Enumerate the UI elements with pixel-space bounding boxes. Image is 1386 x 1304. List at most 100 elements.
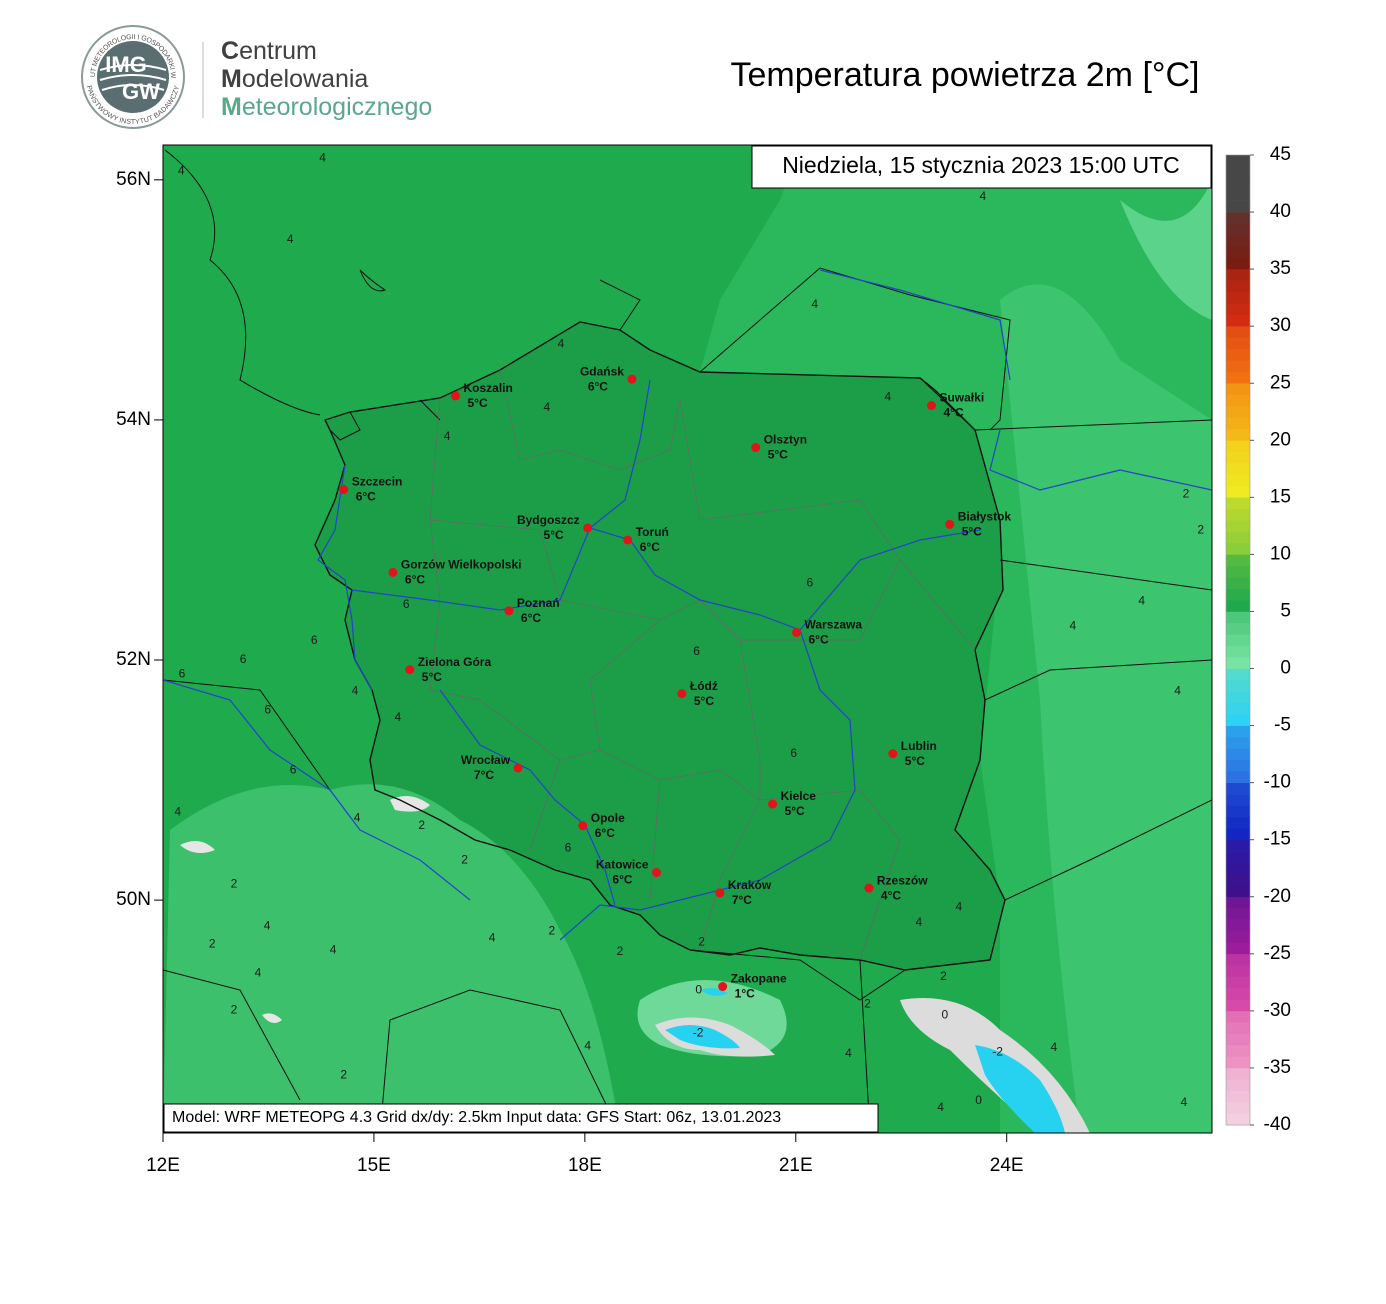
city-dot [578, 821, 588, 831]
colorbar-swatch [1226, 851, 1250, 863]
city-name: Kielce [781, 789, 817, 803]
city-name: Warszawa [804, 618, 862, 632]
contour-label: 4 [264, 919, 271, 933]
x-tick-label: 12E [146, 1155, 180, 1176]
colorbar-swatch [1226, 679, 1250, 692]
colorbar-swatch [1226, 931, 1250, 943]
colorbar-swatch [1226, 531, 1250, 544]
contour-label: 6 [240, 652, 247, 666]
contour-label: 0 [941, 1008, 948, 1022]
contour-label: 4 [1181, 1095, 1188, 1109]
city-temp: 6°C [521, 611, 541, 625]
y-tick-label: 50N [116, 889, 151, 910]
contour-label: 4 [937, 1100, 944, 1114]
colorbar-swatch [1226, 714, 1250, 726]
x-tick-label: 18E [568, 1155, 602, 1176]
colorbar-swatch [1226, 257, 1250, 270]
x-tick-label: 15E [357, 1155, 391, 1176]
colorbar-swatch [1226, 406, 1250, 418]
logo-mark-top: IMG [105, 52, 147, 77]
colorbar-swatch [1226, 1033, 1250, 1046]
colorbar-frame [1225, 154, 1251, 1126]
colorbar-swatch [1226, 440, 1250, 453]
colorbar-swatch [1226, 965, 1250, 977]
footer-box [163, 1103, 879, 1133]
colorbar-swatch [1226, 748, 1250, 761]
city-temp: 5°C [785, 804, 805, 818]
colorbar-swatch [1226, 326, 1250, 338]
city-name: Łódź [690, 679, 718, 693]
city-dot [864, 883, 874, 893]
city-dot [715, 888, 725, 898]
contour-label: 4 [255, 966, 262, 980]
city-temp: 6°C [808, 633, 828, 647]
colorbar-swatch [1226, 212, 1250, 224]
colorbar-swatch [1226, 839, 1250, 852]
contour-label: 6 [790, 746, 797, 760]
colorbar-swatch [1226, 873, 1250, 886]
colorbar-tick-label: 40 [1270, 201, 1291, 222]
colorbar-tick-label: 5 [1280, 600, 1291, 621]
colorbar-tick-label: -10 [1264, 772, 1291, 793]
date-box [751, 145, 1212, 189]
colorbar-swatch [1226, 828, 1250, 841]
city-temp: 5°C [905, 754, 925, 768]
poland-area [315, 322, 1005, 970]
contour-label: 4 [845, 1046, 852, 1060]
city-name: Wrocław [461, 753, 511, 767]
colorbar-swatch [1226, 337, 1250, 350]
contour-label: 2 [231, 877, 238, 891]
cities: Koszalin5°CGdańsk6°CSuwałki4°COlsztyn5°C… [339, 364, 1012, 1001]
contour-label: 2 [940, 969, 947, 983]
city-name: Białystok [958, 510, 1012, 524]
city-dot [623, 535, 633, 545]
colorbar-swatch [1226, 234, 1250, 247]
colorbar-swatch [1226, 554, 1250, 567]
colorbar-swatch [1226, 737, 1250, 749]
colorbar-tick-label: 20 [1270, 429, 1291, 450]
city-name: Lublin [901, 739, 937, 753]
contour-label: 2 [461, 853, 468, 867]
city-name: Zielona Góra [418, 655, 492, 669]
contour-label: 4 [489, 931, 496, 945]
colorbar-tick-label: 10 [1270, 543, 1291, 564]
logo: INSTYTUT METEOROLOGII I GOSPODARKI WODNE… [0, 0, 204, 129]
contour-label: -2 [693, 1026, 704, 1040]
colorbar-swatch [1226, 508, 1250, 521]
plot-frame [162, 144, 1213, 1134]
brand-line-1: Centrum [221, 37, 317, 65]
contour-label: 4 [1050, 1040, 1057, 1054]
colorbar-tick-label: 35 [1270, 258, 1291, 279]
city-name: Opole [591, 811, 625, 825]
colorbar-tick-label: -25 [1264, 943, 1291, 964]
colorbar-tick-label: -5 [1274, 715, 1291, 736]
colorbar-swatch [1226, 702, 1250, 715]
colorbar-swatch [1226, 999, 1250, 1012]
contour-label: 6 [179, 667, 186, 681]
colorbar-swatch [1226, 474, 1250, 487]
city-temp: 5°C [544, 528, 564, 542]
colorbar-swatch [1226, 246, 1250, 259]
y-tick-label: 52N [116, 649, 151, 670]
colorbar-swatch [1226, 634, 1250, 647]
colorbar-tick-label: 30 [1270, 315, 1291, 336]
contour-label: 6 [806, 575, 813, 589]
colorbar-tick-label: 0 [1280, 658, 1291, 679]
city-dot [405, 665, 415, 675]
colorbar-swatch [1226, 565, 1250, 578]
contour-label: 0 [695, 982, 702, 996]
city-name: Olsztyn [764, 433, 807, 447]
contour-label: 6 [403, 597, 410, 611]
colorbar-swatch [1226, 451, 1250, 464]
regions [429, 369, 976, 961]
colorbar-swatch [1226, 600, 1250, 612]
colorbar-swatch [1226, 942, 1250, 955]
colorbar-swatch [1226, 759, 1250, 772]
colorbar-tick-label: -35 [1264, 1057, 1291, 1078]
city-dot [450, 391, 460, 401]
colorbar-swatch [1226, 862, 1250, 875]
contour-label: 4 [444, 429, 451, 443]
city-dot [945, 519, 955, 529]
colorbar-swatch [1226, 657, 1250, 669]
